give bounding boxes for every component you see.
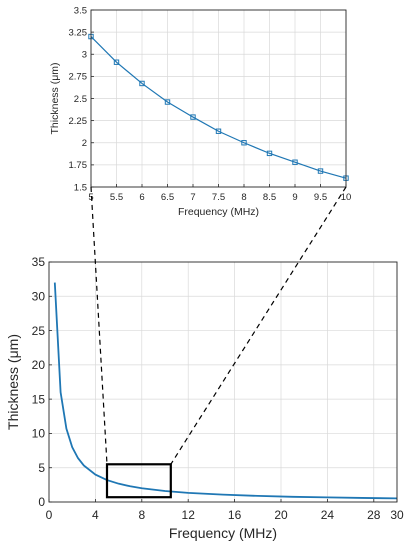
data-point [266, 150, 273, 157]
y-tick-label: 2.25 [69, 116, 88, 127]
axes-box [48, 261, 398, 503]
y-tick-label: 1.5 [74, 182, 87, 193]
x-tick-label: 20 [274, 508, 288, 522]
data-point [113, 59, 120, 65]
y-tick-label: 3 [82, 50, 87, 61]
data-point [139, 80, 145, 87]
x-tick-label: 4 [92, 508, 99, 522]
y-tick-label: 1.75 [69, 160, 88, 171]
y-tick-label: 15 [32, 392, 46, 406]
x-tick-label: 30 [390, 508, 404, 522]
x-tick-label: 8 [138, 508, 145, 522]
x-tick-label: 0 [46, 508, 53, 522]
x-tick-label: 12 [182, 508, 196, 522]
y-tick-label: 30 [32, 289, 46, 303]
y-axis-title: Thickness (μm) [49, 63, 61, 135]
data-point [164, 99, 171, 105]
y-tick-label: 5 [38, 461, 45, 475]
x-tick-label: 8 [241, 192, 246, 203]
y-tick-label: 2 [82, 138, 87, 149]
connector-left [90, 186, 108, 465]
y-tick-label: 25 [32, 324, 46, 338]
x-tick-label: 10 [341, 192, 352, 203]
inset-panel: 5 5.5 6 6.5 7 7.5 8 8.5 9 9.5 10 1.5 1.75 2 2.25 2.5 2.7… [49, 5, 351, 218]
x-tick-label: 28 [367, 508, 381, 522]
series-line [53, 282, 398, 500]
y-tick-label: 0 [38, 495, 45, 509]
y-tick-label: 10 [32, 427, 46, 441]
x-tick-label: 16 [228, 508, 242, 522]
y-tick-label: 2.75 [69, 72, 88, 83]
x-tick-label: 7.5 [212, 192, 225, 203]
x-tick-label: 9.5 [314, 192, 327, 203]
y-axis-title: Thickness (μm) [5, 334, 21, 430]
zoom-box [105, 463, 172, 499]
x-tick-label: 6.5 [161, 192, 174, 203]
connector-right [170, 186, 347, 465]
x-tick-label: 9 [292, 192, 297, 203]
data-point [317, 168, 324, 174]
x-tick-label: 7 [190, 192, 195, 203]
y-tick-label: 20 [32, 358, 46, 372]
x-axis-title: Frequency (MHz) [169, 525, 277, 541]
data-point [241, 140, 247, 146]
y-tick-label: 35 [32, 255, 46, 269]
x-tick-label: 5 [88, 192, 93, 203]
data-point [215, 128, 222, 134]
x-tick-label: 5.5 [110, 192, 123, 203]
x-axis-title: Frequency (MHz) [178, 206, 259, 218]
x-tick-label: 24 [321, 508, 335, 522]
x-tick-label: 8.5 [263, 192, 276, 203]
series-line [90, 36, 347, 179]
data-point [190, 114, 196, 120]
x-tick-label: 6 [139, 192, 144, 203]
zoom-connectors [90, 186, 347, 465]
y-tick-label: 3.5 [74, 5, 87, 16]
main-panel: 0 4 8 12 16 20 24 28 30 0 5 10 15 20 25 30 35 Frequency (… [5, 255, 404, 541]
y-tick-label: 2.5 [74, 94, 87, 105]
plot-area [49, 262, 397, 502]
y-tick-label: 3.25 [69, 27, 88, 38]
data-point [292, 159, 298, 165]
